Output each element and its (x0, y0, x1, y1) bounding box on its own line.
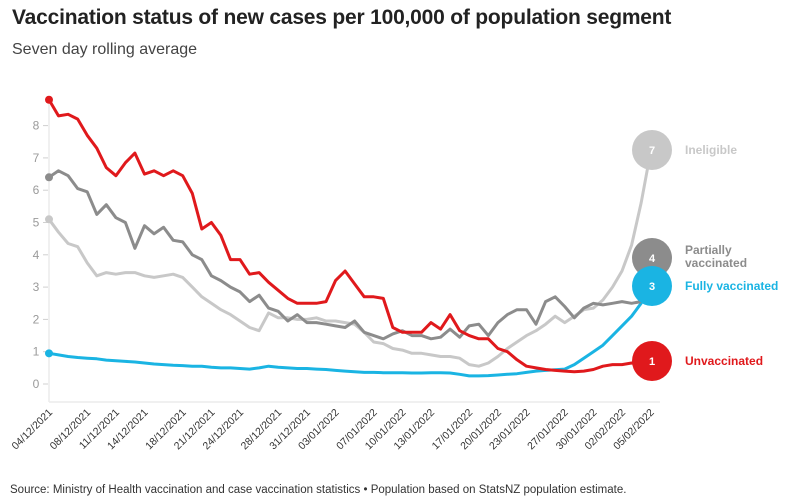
end-badge-number: 7 (649, 145, 655, 157)
series-lines (45, 95, 653, 378)
end-badge-partially-vaccinated (632, 238, 672, 278)
series-line-unvaccinated (47, 98, 653, 374)
end-label-partially-vaccinated: Partially (685, 243, 732, 257)
y-tick-label: 0 (33, 377, 40, 391)
end-label-fully-vaccinated: Fully vaccinated (685, 279, 778, 293)
end-badge-ineligible (632, 130, 672, 170)
series-line-ineligible (47, 149, 653, 368)
series-line-partially-vaccinated (47, 169, 653, 341)
end-label-partially-vaccinated-line2: vaccinated (685, 256, 747, 270)
y-tick-label: 5 (33, 216, 40, 230)
start-point-fully-vaccinated (45, 349, 53, 358)
y-tick-label: 6 (33, 183, 40, 197)
chart-subtitle: Seven day rolling average (12, 41, 198, 58)
line-chart: 01234567804/12/202108/12/202111/12/20211… (9, 95, 778, 452)
source-note: Source: Ministry of Health vaccination a… (10, 484, 627, 496)
start-point-unvaccinated (45, 95, 53, 104)
y-tick-label: 4 (33, 248, 40, 262)
y-tick-label: 7 (33, 151, 40, 165)
chart-title: Vaccination status of new cases per 100,… (12, 6, 672, 29)
end-badge-number: 3 (649, 281, 655, 293)
end-badge-unvaccinated (632, 341, 672, 381)
start-point-partially-vaccinated (45, 173, 53, 182)
end-badge-number: 4 (649, 253, 656, 265)
start-point-ineligible (45, 215, 53, 224)
y-tick-label: 3 (33, 280, 40, 294)
end-label-unvaccinated: Unvaccinated (685, 354, 763, 368)
axes: 01234567804/12/202108/12/202111/12/20211… (9, 100, 660, 452)
y-tick-label: 8 (33, 119, 40, 133)
y-tick-label: 2 (33, 312, 40, 326)
end-badge-number: 1 (649, 356, 655, 368)
end-badge-fully-vaccinated (632, 266, 672, 306)
y-tick-label: 1 (33, 345, 40, 359)
end-label-ineligible: Ineligible (685, 143, 737, 157)
